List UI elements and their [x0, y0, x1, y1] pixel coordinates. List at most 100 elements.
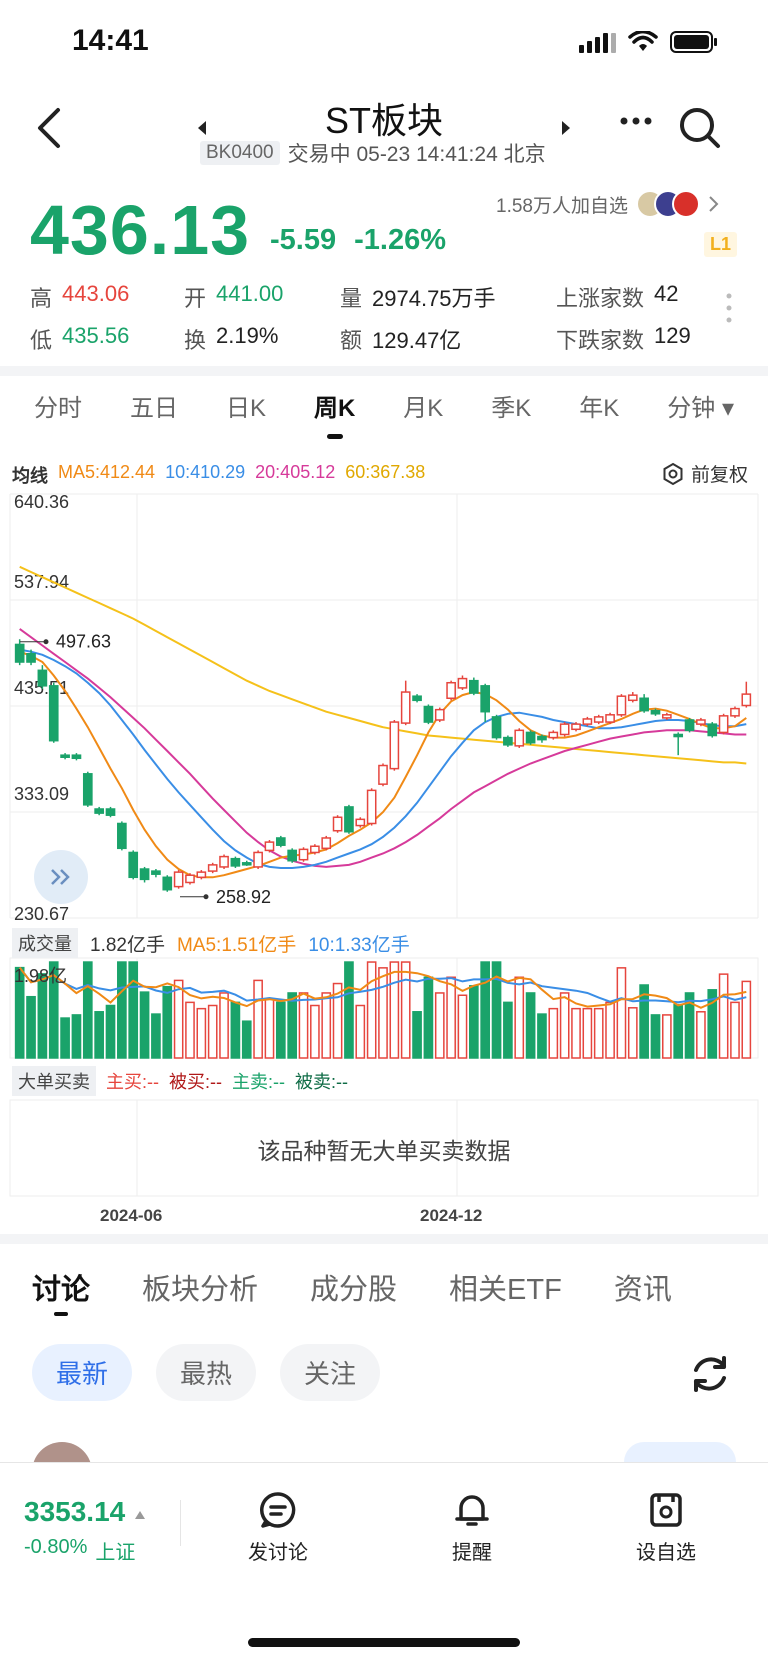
candle-up — [207, 864, 218, 872]
candle-down — [230, 857, 241, 867]
candle-up — [378, 764, 388, 785]
kline-tab[interactable]: 分钟 ▾ — [667, 395, 734, 422]
kline-tabs: 分时 五日 日K 周K 月K 季K 年K 分钟 ▾ — [0, 388, 768, 437]
volume-bar — [423, 976, 434, 1059]
main-sell: 主卖:-- — [232, 1072, 285, 1092]
volume-bar — [696, 1011, 706, 1059]
kline-tab[interactable]: 分时 — [33, 395, 82, 422]
current-price: 436.13 — [30, 191, 251, 269]
candle-up — [582, 718, 593, 725]
price-axis-label: 640.36 — [14, 492, 69, 512]
candle-up — [662, 714, 672, 719]
filter-chip[interactable]: 关注 — [280, 1344, 381, 1401]
sector-code: BK0400 — [200, 141, 280, 165]
candle-down — [71, 754, 82, 760]
candle-up — [446, 681, 456, 700]
main-buy: 主买:-- — [106, 1072, 159, 1092]
ma20-line — [19, 628, 747, 868]
volume-bar — [616, 967, 627, 1059]
volume-bar — [639, 984, 649, 1059]
candle-down — [412, 695, 422, 702]
candle-down — [503, 736, 513, 746]
stat-turnover: 换 2.19% — [184, 323, 279, 353]
candle-up — [571, 723, 581, 731]
volume-legend: 成交量 1.82亿手 MA5:1.51亿手 10:1.33亿手 — [12, 928, 410, 958]
prev-stock-icon[interactable] — [196, 120, 208, 136]
volume-bar — [82, 961, 93, 1059]
content-tab[interactable]: 讨论 — [32, 1266, 90, 1316]
candle-up — [696, 719, 706, 725]
next-stock-icon[interactable] — [560, 120, 572, 136]
more-icon[interactable] — [618, 106, 658, 136]
candle-up — [253, 851, 263, 868]
adjust-label: 前复权 — [690, 465, 748, 486]
volume-bar — [593, 1007, 604, 1059]
candle-up — [434, 708, 445, 721]
kline-tab[interactable]: 周K — [314, 388, 355, 437]
kline-tab[interactable]: 五日 — [129, 395, 178, 422]
post-discussion-button[interactable]: 发讨论 — [218, 1490, 338, 1565]
kline-tab[interactable]: 季K — [491, 395, 532, 422]
volume-ma10: 10:1.33亿手 — [308, 934, 410, 956]
change-value: -5.59 — [270, 224, 337, 256]
expand-button[interactable] — [34, 850, 88, 904]
search-icon[interactable] — [678, 106, 722, 150]
candle-down — [650, 709, 661, 715]
volume-bar — [548, 1007, 559, 1059]
vertical-more-icon[interactable] — [724, 290, 734, 330]
content-tab[interactable]: 相关ETF — [449, 1274, 562, 1306]
watchers-row[interactable]: 1.58万人加自选 — [496, 190, 720, 218]
high-annotation: 497.63 — [56, 632, 111, 652]
index-value[interactable]: 3353.14 — [24, 1496, 147, 1528]
filter-chip[interactable]: 最热 — [156, 1344, 257, 1401]
alert-button[interactable]: 提醒 — [412, 1490, 532, 1565]
ma10-value: 10:410.29 — [165, 462, 246, 482]
candle-down — [673, 733, 684, 738]
volume-bar — [582, 1007, 593, 1059]
signal-icon — [579, 31, 616, 53]
candle-up — [196, 871, 207, 879]
candle-down — [151, 870, 161, 875]
back-icon[interactable] — [30, 104, 70, 152]
volume-bar — [718, 973, 729, 1059]
candle-down — [37, 669, 48, 687]
stat-open: 开 441.00 — [184, 281, 284, 311]
alert-label: 提醒 — [452, 1542, 492, 1564]
add-watchlist-button[interactable]: 设自选 — [606, 1490, 726, 1565]
content-tab[interactable]: 板块分析 — [142, 1274, 259, 1306]
kline-tab[interactable]: 日K — [225, 395, 266, 422]
candle-up — [310, 845, 320, 854]
filter-chip[interactable]: 最新 — [32, 1344, 133, 1401]
candle-up — [718, 715, 729, 734]
volume-bar — [468, 985, 479, 1059]
volume-bar — [673, 1003, 684, 1059]
settings-icon — [663, 462, 683, 485]
volume-bar — [707, 989, 718, 1059]
candle-up — [185, 874, 195, 884]
volume-bar — [559, 992, 570, 1059]
candle-up — [616, 695, 627, 716]
adjust-toggle[interactable]: 前复权 — [661, 460, 748, 487]
candle-down — [241, 862, 252, 866]
stats-grid: 高 443.06 开 441.00 量 2974.75万手 上涨家数 42 低 435.5… — [30, 276, 730, 360]
candle-up — [627, 694, 638, 702]
volume-axis-label: 1.98亿 — [14, 966, 67, 986]
change-percent: -1.26% — [354, 224, 446, 256]
price-change: -5.59 -1.26% — [270, 224, 446, 257]
candle-down — [48, 685, 59, 742]
ma-legend: 均线 MA5:412.44 10:410.29 20:405.12 60:367… — [12, 462, 425, 488]
volume-bar — [26, 995, 36, 1059]
volume-bar — [400, 961, 411, 1059]
level-badge[interactable]: L1 — [704, 232, 738, 257]
kline-tab[interactable]: 月K — [403, 395, 444, 422]
content-tab[interactable]: 资讯 — [613, 1274, 672, 1306]
low-marker-dot — [203, 894, 209, 900]
kline-tab[interactable]: 年K — [579, 395, 620, 422]
high-marker-dot — [43, 639, 49, 645]
refresh-icon[interactable] — [688, 1352, 732, 1396]
date-label: 2024-06 — [100, 1206, 163, 1225]
candle-down — [14, 643, 25, 663]
volume-bar — [457, 994, 468, 1059]
content-tab[interactable]: 成分股 — [310, 1274, 398, 1306]
